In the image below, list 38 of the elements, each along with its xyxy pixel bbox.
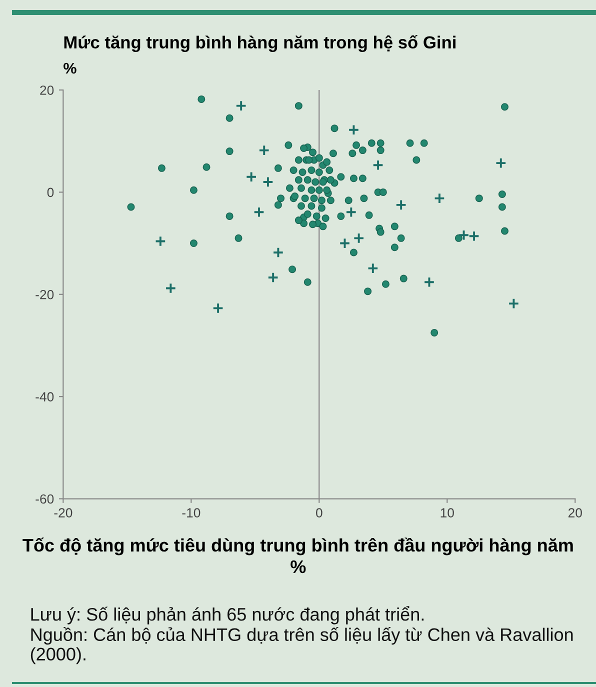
point [367, 262, 379, 274]
x-tick-label: 0 [316, 508, 322, 518]
point [212, 302, 224, 314]
point [372, 159, 384, 171]
text: Nguồn: Cán bộ của NHTG dựa trên số liệu lấy từ Chen và Ravallion (2000). [30, 627, 573, 664]
point [434, 192, 446, 204]
point [165, 282, 176, 294]
point [272, 246, 284, 258]
x-tick-label: 10 [440, 508, 454, 518]
point [395, 199, 407, 211]
point [258, 144, 270, 156]
point [346, 206, 357, 218]
point [267, 272, 279, 284]
x-tick-label: 20 [568, 508, 582, 518]
point [253, 206, 265, 218]
y-tick-label: -60 [36, 494, 54, 504]
y-tick-label: 0 [47, 188, 54, 198]
x-tick-label: -20 [54, 508, 72, 518]
y-axis-title: % [64, 62, 76, 74]
point [508, 298, 520, 310]
point [458, 229, 470, 241]
y-tick-label: 20 [40, 86, 54, 95]
y-tick-label: -20 [36, 290, 54, 300]
x-tick-label: -10 [182, 508, 200, 518]
point [468, 230, 480, 242]
text: Lưu ý: Số liệu phản ánh 65 nước đang phát triển. [31, 606, 424, 624]
point [424, 276, 435, 288]
chart-title: Mức tăng trung bình hàng năm trong hệ số Gini [64, 34, 456, 52]
point [353, 232, 364, 244]
point [339, 238, 350, 249]
point [348, 124, 360, 136]
x-axis-title: Tốc độ tăng mức tiêu dùng trung bình trên đầu người hàng năm % [22, 538, 573, 574]
point [154, 236, 166, 247]
point [495, 157, 507, 169]
point [235, 100, 247, 112]
y-tick-label: -40 [36, 392, 54, 402]
point [246, 171, 257, 182]
point [262, 176, 274, 188]
